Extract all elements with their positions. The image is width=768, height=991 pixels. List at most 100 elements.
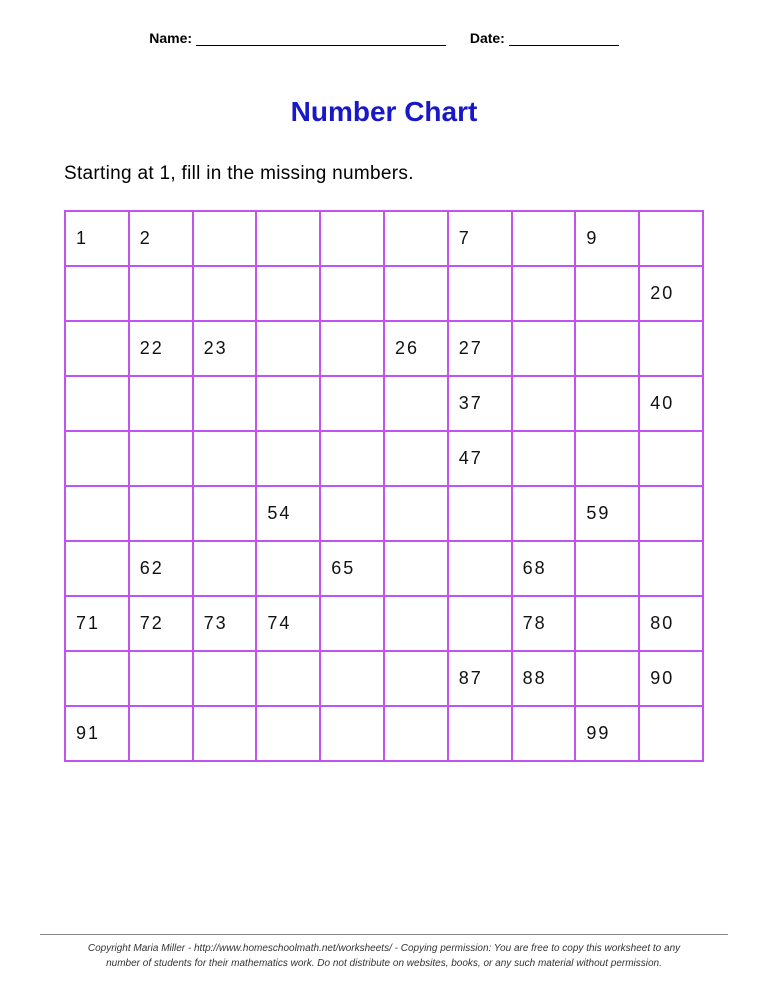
grid-cell[interactable] (129, 266, 193, 321)
date-blank[interactable] (509, 45, 619, 46)
grid-cell[interactable] (512, 486, 576, 541)
grid-cell[interactable]: 9 (575, 211, 639, 266)
grid-cell[interactable] (193, 706, 257, 761)
grid-cell[interactable] (448, 266, 512, 321)
grid-cell[interactable] (448, 486, 512, 541)
grid-cell[interactable]: 59 (575, 486, 639, 541)
grid-cell[interactable] (129, 486, 193, 541)
grid-cell[interactable] (65, 431, 129, 486)
grid-cell[interactable] (512, 321, 576, 376)
grid-cell[interactable] (256, 706, 320, 761)
grid-cell[interactable]: 80 (639, 596, 703, 651)
grid-cell[interactable] (193, 266, 257, 321)
grid-cell[interactable]: 68 (512, 541, 576, 596)
grid-cell[interactable] (65, 486, 129, 541)
grid-cell[interactable] (512, 211, 576, 266)
grid-cell[interactable] (320, 651, 384, 706)
grid-cell[interactable]: 22 (129, 321, 193, 376)
grid-cell[interactable] (512, 431, 576, 486)
grid-cell[interactable] (384, 596, 448, 651)
grid-cell[interactable] (384, 651, 448, 706)
grid-cell[interactable] (193, 211, 257, 266)
grid-cell[interactable] (65, 266, 129, 321)
grid-cell[interactable] (320, 376, 384, 431)
grid-cell[interactable]: 90 (639, 651, 703, 706)
grid-cell[interactable]: 78 (512, 596, 576, 651)
grid-cell[interactable] (320, 321, 384, 376)
grid-cell[interactable]: 99 (575, 706, 639, 761)
grid-cell[interactable] (384, 431, 448, 486)
grid-cell[interactable] (65, 321, 129, 376)
grid-cell[interactable]: 27 (448, 321, 512, 376)
grid-cell[interactable] (448, 541, 512, 596)
grid-cell[interactable] (639, 486, 703, 541)
grid-cell[interactable]: 72 (129, 596, 193, 651)
grid-cell[interactable] (512, 266, 576, 321)
grid-cell[interactable] (320, 431, 384, 486)
grid-cell[interactable] (129, 651, 193, 706)
grid-cell[interactable] (320, 596, 384, 651)
grid-cell[interactable] (193, 486, 257, 541)
grid-cell[interactable] (639, 321, 703, 376)
grid-cell[interactable] (384, 376, 448, 431)
grid-cell[interactable] (129, 431, 193, 486)
grid-cell[interactable] (65, 541, 129, 596)
grid-cell[interactable] (512, 376, 576, 431)
grid-cell[interactable] (575, 321, 639, 376)
grid-cell[interactable] (320, 706, 384, 761)
grid-cell[interactable] (575, 651, 639, 706)
name-blank[interactable] (196, 45, 446, 46)
grid-cell[interactable]: 26 (384, 321, 448, 376)
grid-cell[interactable]: 2 (129, 211, 193, 266)
grid-cell[interactable] (512, 706, 576, 761)
grid-cell[interactable] (256, 211, 320, 266)
grid-cell[interactable] (129, 376, 193, 431)
grid-cell[interactable] (575, 431, 639, 486)
grid-cell[interactable] (65, 376, 129, 431)
grid-cell[interactable] (384, 706, 448, 761)
grid-cell[interactable] (320, 486, 384, 541)
grid-cell[interactable] (639, 431, 703, 486)
grid-cell[interactable]: 23 (193, 321, 257, 376)
grid-cell[interactable] (193, 431, 257, 486)
grid-cell[interactable] (384, 541, 448, 596)
grid-cell[interactable] (575, 596, 639, 651)
grid-cell[interactable]: 88 (512, 651, 576, 706)
grid-cell[interactable] (193, 376, 257, 431)
grid-cell[interactable] (320, 266, 384, 321)
grid-cell[interactable]: 62 (129, 541, 193, 596)
grid-cell[interactable]: 65 (320, 541, 384, 596)
grid-cell[interactable] (256, 541, 320, 596)
grid-cell[interactable] (575, 266, 639, 321)
grid-cell[interactable] (639, 706, 703, 761)
grid-cell[interactable] (65, 651, 129, 706)
grid-cell[interactable] (256, 321, 320, 376)
grid-cell[interactable] (448, 706, 512, 761)
grid-cell[interactable]: 47 (448, 431, 512, 486)
grid-cell[interactable] (384, 266, 448, 321)
grid-cell[interactable]: 20 (639, 266, 703, 321)
grid-cell[interactable] (384, 211, 448, 266)
grid-cell[interactable]: 37 (448, 376, 512, 431)
grid-cell[interactable] (256, 651, 320, 706)
grid-cell[interactable] (448, 596, 512, 651)
grid-cell[interactable] (193, 541, 257, 596)
grid-cell[interactable]: 91 (65, 706, 129, 761)
grid-cell[interactable] (320, 211, 384, 266)
grid-cell[interactable] (193, 651, 257, 706)
grid-cell[interactable] (639, 211, 703, 266)
grid-cell[interactable] (256, 266, 320, 321)
grid-cell[interactable]: 1 (65, 211, 129, 266)
grid-cell[interactable]: 71 (65, 596, 129, 651)
grid-cell[interactable]: 73 (193, 596, 257, 651)
grid-cell[interactable] (575, 541, 639, 596)
grid-cell[interactable]: 40 (639, 376, 703, 431)
grid-cell[interactable]: 7 (448, 211, 512, 266)
grid-cell[interactable]: 74 (256, 596, 320, 651)
grid-cell[interactable]: 87 (448, 651, 512, 706)
grid-cell[interactable]: 54 (256, 486, 320, 541)
grid-cell[interactable] (384, 486, 448, 541)
grid-cell[interactable] (256, 431, 320, 486)
grid-cell[interactable] (575, 376, 639, 431)
grid-cell[interactable] (129, 706, 193, 761)
